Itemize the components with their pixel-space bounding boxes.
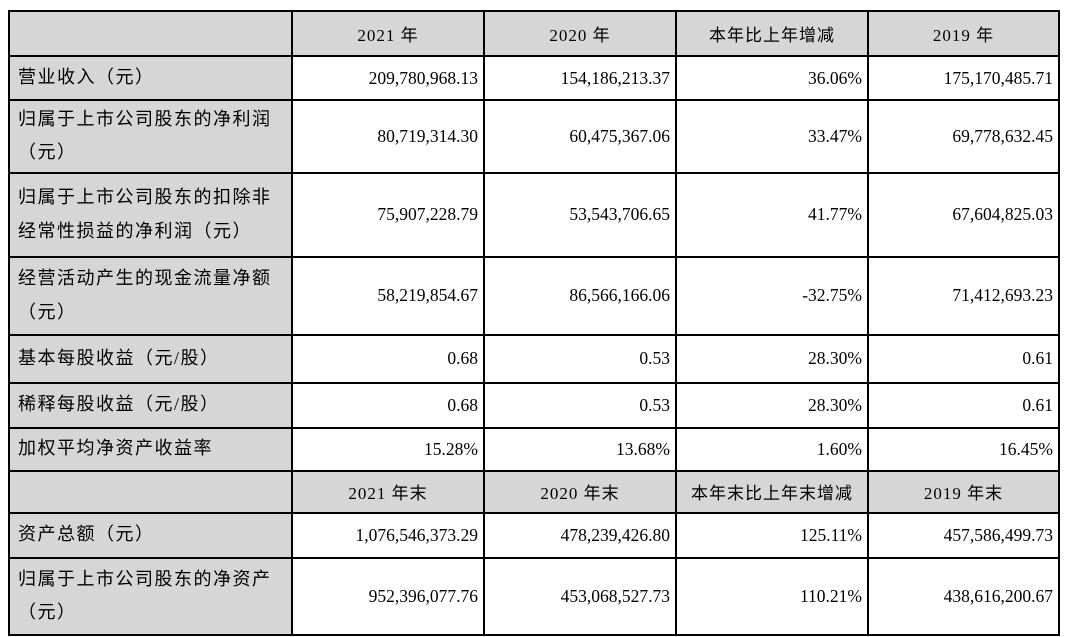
financial-summary-table: 2021 年 2020 年 本年比上年增减 2019 年 营业收入（元） 209… [8,10,1060,636]
value-change: 28.30% [675,381,869,429]
value-2020: 60,475,367.06 [483,99,677,174]
table-row-net-profit: 归属于上市公司股东的净利润（元） 80,719,314.30 60,475,36… [8,99,1060,174]
value-2020: 13.68% [483,426,677,472]
eoy-header-2021: 2021 年末 [291,469,485,514]
table-row-net-profit-excl-nonrecurring: 归属于上市公司股东的扣除非经常性损益的净利润（元） 75,907,228.79 … [8,171,1060,258]
value-2021: 0.68 [291,333,485,384]
eoy-header-blank-cell [8,469,293,514]
eoy-header-change: 本年末比上年末增减 [675,469,869,514]
row-label: 归属于上市公司股东的扣除非经常性损益的净利润（元） [8,171,293,258]
annual-header-blank-cell [8,10,293,57]
row-label: 稀释每股收益（元/股） [8,381,293,429]
row-label: 归属于上市公司股东的净资产（元） [8,556,293,636]
value-2021: 1,076,546,373.29 [291,511,485,559]
row-label: 加权平均净资产收益率 [8,426,293,472]
value-2020: 0.53 [483,381,677,429]
row-label: 归属于上市公司股东的净利润（元） [8,99,293,174]
table-row-net-assets: 归属于上市公司股东的净资产（元） 952,396,077.76 453,068,… [8,556,1060,636]
value-change: 28.30% [675,333,869,384]
value-2019: 71,412,693.23 [867,255,1060,336]
value-2021: 209,780,968.13 [291,55,485,101]
value-change: 110.21% [675,556,869,636]
row-label: 基本每股收益（元/股） [8,333,293,384]
value-2020: 478,239,426.80 [483,511,677,559]
value-2019: 175,170,485.71 [867,55,1060,101]
value-change: 1.60% [675,426,869,472]
value-2019: 438,616,200.67 [867,556,1060,636]
row-label: 资产总额（元） [8,511,293,559]
value-2020: 0.53 [483,333,677,384]
annual-header-2019: 2019 年 [867,10,1060,57]
row-label: 营业收入（元） [8,55,293,101]
table-row-operating-revenue: 营业收入（元） 209,780,968.13 154,186,213.37 36… [8,55,1060,101]
value-2021: 75,907,228.79 [291,171,485,258]
value-2020: 453,068,527.73 [483,556,677,636]
annual-header-change: 本年比上年增减 [675,10,869,57]
value-change: 125.11% [675,511,869,559]
value-change: -32.75% [675,255,869,336]
value-2019: 457,586,499.73 [867,511,1060,559]
value-2021: 0.68 [291,381,485,429]
annual-header-row: 2021 年 2020 年 本年比上年增减 2019 年 [8,10,1060,57]
value-2020: 53,543,706.65 [483,171,677,258]
table-row-operating-cash-flow: 经营活动产生的现金流量净额（元） 58,219,854.67 86,566,16… [8,255,1060,336]
value-2020: 86,566,166.06 [483,255,677,336]
value-2019: 0.61 [867,381,1060,429]
row-label: 经营活动产生的现金流量净额（元） [8,255,293,336]
eoy-header-2020: 2020 年末 [483,469,677,514]
table-row-diluted-eps: 稀释每股收益（元/股） 0.68 0.53 28.30% 0.61 [8,381,1060,429]
value-2019: 16.45% [867,426,1060,472]
value-change: 33.47% [675,99,869,174]
value-change: 41.77% [675,171,869,258]
annual-header-2021: 2021 年 [291,10,485,57]
value-2021: 952,396,077.76 [291,556,485,636]
table-row-basic-eps: 基本每股收益（元/股） 0.68 0.53 28.30% 0.61 [8,333,1060,384]
eoy-header-row: 2021 年末 2020 年末 本年末比上年末增减 2019 年末 [8,469,1060,514]
value-2021: 80,719,314.30 [291,99,485,174]
value-change: 36.06% [675,55,869,101]
value-2019: 0.61 [867,333,1060,384]
value-2019: 69,778,632.45 [867,99,1060,174]
table-row-weighted-avg-roe: 加权平均净资产收益率 15.28% 13.68% 1.60% 16.45% [8,426,1060,472]
eoy-header-2019: 2019 年末 [867,469,1060,514]
value-2021: 15.28% [291,426,485,472]
annual-header-2020: 2020 年 [483,10,677,57]
value-2020: 154,186,213.37 [483,55,677,101]
table-row-total-assets: 资产总额（元） 1,076,546,373.29 478,239,426.80 … [8,511,1060,559]
value-2019: 67,604,825.03 [867,171,1060,258]
value-2021: 58,219,854.67 [291,255,485,336]
